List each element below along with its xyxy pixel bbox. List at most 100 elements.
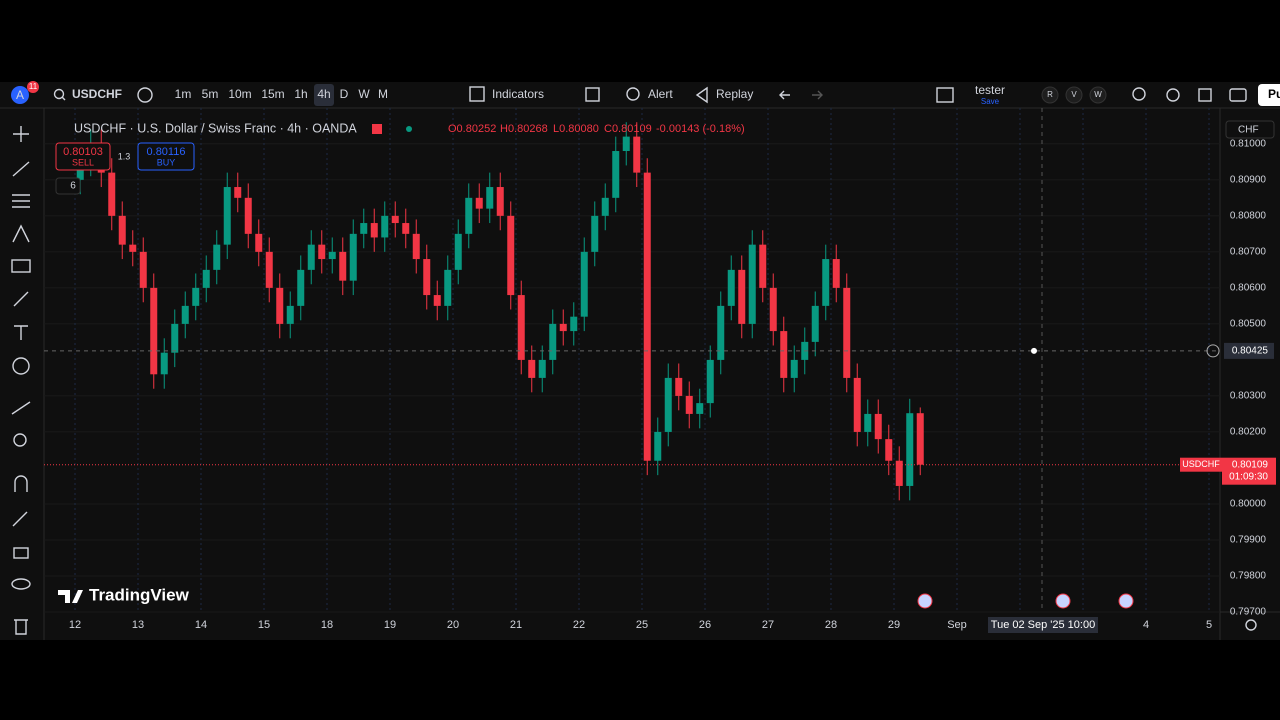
symbol[interactable]: USDCHF [72, 87, 122, 101]
interval-active [314, 84, 334, 106]
snapshot[interactable] [1229, 88, 1247, 102]
body [150, 287, 158, 375]
alert[interactable]: Alert [648, 87, 673, 101]
undo[interactable] [779, 90, 790, 100]
interval[interactable]: 15m [261, 87, 284, 101]
y-tick-label: 0.80800 [1230, 210, 1267, 221]
interval[interactable]: 1h [294, 87, 307, 101]
x-tick-label: 14 [195, 619, 207, 631]
body [654, 431, 662, 461]
fullscreen[interactable] [1198, 88, 1212, 102]
body [748, 244, 756, 324]
body [496, 187, 504, 216]
indicators[interactable]: Indicators [492, 87, 544, 101]
add-symbol[interactable] [137, 87, 153, 103]
x-tick-label: 15 [258, 619, 270, 631]
body [538, 359, 546, 378]
body [580, 251, 588, 317]
replay[interactable]: Replay [716, 87, 753, 101]
toolbar-circle[interactable] [1065, 86, 1083, 104]
y-tick-label: 0.80900 [1230, 174, 1267, 185]
price-tag [1222, 457, 1276, 485]
body [370, 223, 378, 238]
x-tick-label: 18 [321, 619, 333, 631]
publish-button[interactable] [1258, 84, 1280, 106]
body [612, 151, 620, 198]
event-flag[interactable] [1055, 593, 1071, 609]
sell-button[interactable] [55, 142, 111, 171]
indicators-icon [469, 86, 485, 102]
crosshair-price: 0.80425 [1232, 346, 1269, 357]
body [433, 295, 441, 306]
x-tick-label: 25 [636, 619, 648, 631]
indicators-toggle[interactable] [55, 177, 81, 195]
badge [27, 81, 39, 93]
y-tick-label: 0.80600 [1230, 283, 1267, 294]
buy-label: BUY [157, 157, 176, 167]
drawing-tools[interactable] [11, 126, 31, 635]
body [570, 316, 578, 332]
search-icon[interactable] [53, 88, 65, 100]
avatar-letter: A [16, 88, 24, 102]
body [381, 215, 389, 238]
body [265, 251, 273, 288]
body [454, 233, 462, 270]
body [181, 305, 189, 324]
body [622, 136, 630, 152]
body [717, 305, 725, 360]
interval[interactable]: W [358, 87, 370, 101]
event-flag[interactable] [1118, 593, 1134, 609]
body [465, 197, 473, 234]
toolbar-circle-label: W [1094, 90, 1102, 99]
interval[interactable]: 10m [228, 87, 251, 101]
interval[interactable]: 1m [175, 87, 192, 101]
ohlc: O0.80252 H0.80268 L0.80080 C0.80109 -0.00143… [448, 123, 745, 135]
body [643, 172, 651, 461]
toolbar-circle-label: R [1047, 90, 1053, 99]
currency-box[interactable] [1225, 120, 1275, 139]
price-tag-label: 0.80109 [1232, 459, 1269, 470]
interval[interactable]: 5m [202, 87, 219, 101]
body [769, 287, 777, 332]
alert-icon [626, 87, 640, 101]
axis-settings[interactable] [1245, 619, 1257, 631]
quick-search[interactable] [1132, 87, 1146, 101]
body [139, 251, 147, 288]
redo[interactable] [812, 90, 823, 100]
watermark: TradingView [89, 585, 190, 604]
body [780, 331, 788, 378]
body [475, 197, 483, 209]
y-tick-label: 0.79800 [1230, 571, 1267, 582]
y-tick-label: 0.79900 [1230, 535, 1267, 546]
x-tick-label: 19 [384, 619, 396, 631]
body [276, 287, 284, 324]
crosshair-time-box [988, 617, 1098, 633]
body [171, 323, 179, 353]
body [360, 223, 368, 234]
interval[interactable]: 4h [317, 87, 330, 101]
interval[interactable]: M [378, 87, 388, 101]
templates-icon[interactable] [585, 87, 600, 102]
toolbar-circle[interactable] [1041, 86, 1059, 104]
app-bg [0, 82, 1280, 640]
intervals: 1m 5m 10m 15m 1h 4h D W M [175, 84, 388, 106]
body [528, 359, 536, 378]
buy-button[interactable] [137, 142, 195, 171]
sell-label: SELL [72, 157, 94, 167]
toolbar-circle[interactable] [1089, 86, 1107, 104]
body [895, 460, 903, 486]
body [811, 305, 819, 342]
layout-name[interactable]: tester [975, 83, 1005, 97]
settings[interactable] [1166, 88, 1180, 102]
layout-icon[interactable] [936, 87, 954, 103]
body [223, 187, 231, 245]
add-alert[interactable] [1206, 344, 1220, 358]
ohlc-value: O0.80252 [448, 123, 496, 135]
event-flag[interactable] [917, 593, 933, 609]
body [297, 269, 305, 306]
avatar[interactable] [11, 86, 29, 104]
interval[interactable]: D [340, 87, 349, 101]
